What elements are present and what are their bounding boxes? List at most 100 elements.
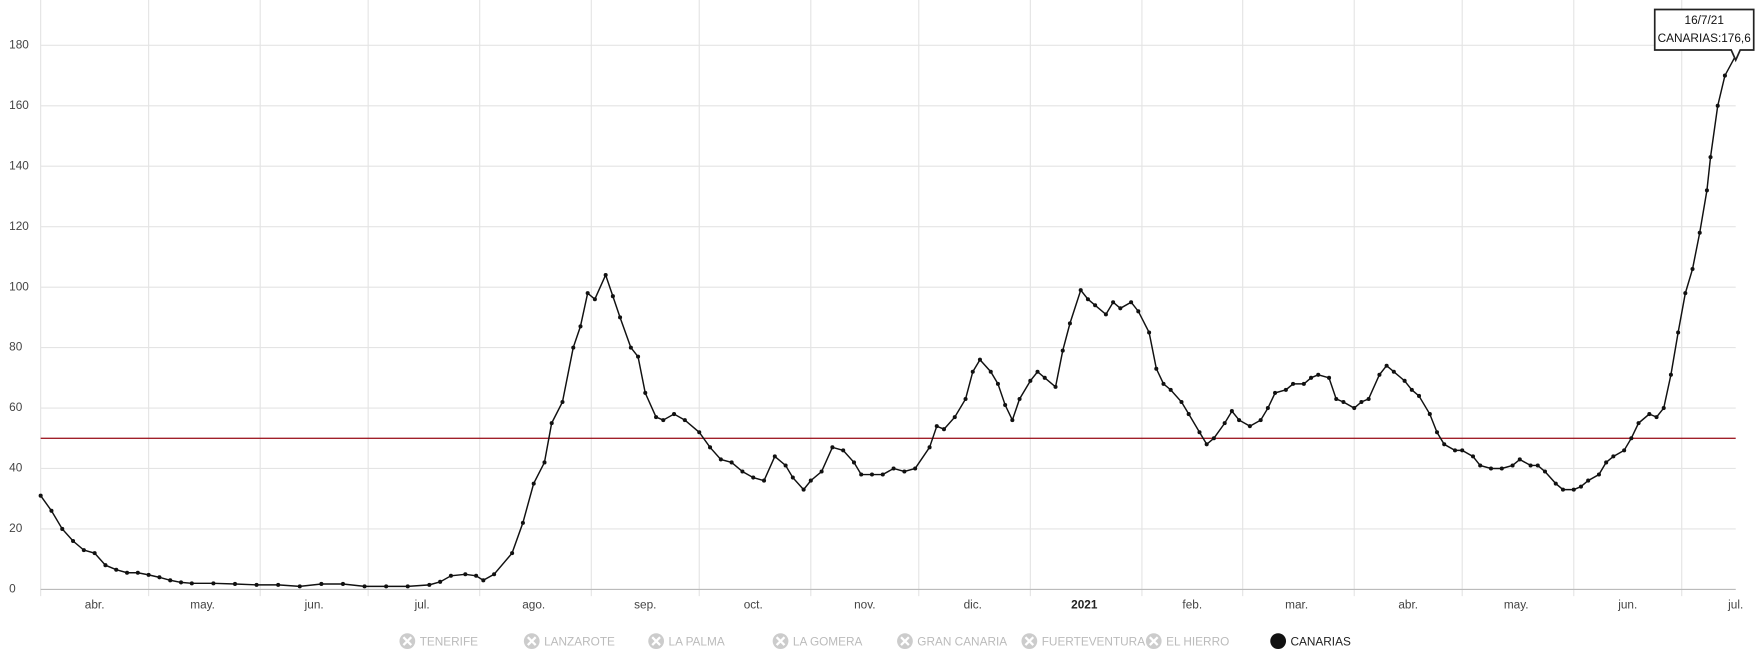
legend-item[interactable]: CANARIAS — [1270, 633, 1351, 650]
x-tick-label: jun. — [304, 597, 324, 611]
point — [60, 526, 65, 531]
legend-label: LA PALMA — [669, 634, 725, 648]
point — [254, 582, 259, 587]
point — [189, 581, 194, 586]
point — [585, 291, 590, 296]
legend-cross — [651, 636, 661, 646]
point — [1578, 484, 1583, 489]
point — [1010, 418, 1015, 423]
point — [549, 421, 554, 426]
point — [762, 478, 767, 483]
point — [1528, 463, 1533, 468]
point — [1067, 321, 1072, 326]
point — [963, 396, 968, 401]
point — [1654, 415, 1659, 420]
point — [481, 578, 486, 583]
x-tick-label: may. — [1504, 597, 1529, 611]
point — [520, 520, 525, 525]
point — [510, 551, 515, 556]
legend-item[interactable]: TENERIFE — [399, 633, 478, 650]
point — [114, 567, 119, 572]
point — [1211, 436, 1216, 441]
point — [492, 572, 497, 577]
point — [618, 315, 623, 320]
point — [1111, 300, 1116, 305]
tooltip-box — [1653, 8, 1755, 63]
point — [819, 469, 824, 474]
point — [1204, 442, 1209, 447]
legend-cross — [1024, 636, 1035, 646]
point — [1391, 369, 1396, 374]
point — [851, 460, 857, 465]
point — [1327, 375, 1332, 380]
legend-label: CANARIAS — [1291, 634, 1351, 648]
legend-item[interactable]: LA GOMERA — [772, 633, 863, 650]
point — [405, 584, 410, 589]
tooltip-date: 16/7/21 — [1685, 13, 1724, 27]
x-tick-label: jul. — [1727, 597, 1743, 611]
legend-label: GRAN CANARIA — [917, 634, 1007, 648]
point — [276, 582, 281, 587]
point — [1442, 442, 1447, 447]
point — [542, 460, 547, 465]
point — [1154, 366, 1159, 371]
point — [1197, 430, 1202, 435]
point — [1359, 399, 1364, 405]
legend-item[interactable]: GRAN CANARIA — [897, 633, 1007, 650]
point — [1352, 406, 1357, 411]
y-tick-label: 120 — [9, 219, 29, 233]
point — [880, 472, 885, 477]
point — [438, 579, 443, 584]
point — [1715, 103, 1720, 108]
point — [135, 570, 140, 575]
point — [319, 581, 324, 586]
y-tick-label: 0 — [9, 582, 16, 596]
legend-item[interactable]: LA PALMA — [648, 633, 725, 650]
point — [603, 273, 608, 278]
legend-item[interactable]: EL HIERRO — [1145, 633, 1229, 650]
legend-cross — [527, 636, 537, 646]
point — [1309, 375, 1314, 380]
legend-cross — [775, 636, 786, 646]
point — [830, 445, 835, 450]
y-tick-label: 180 — [9, 37, 29, 51]
point — [927, 445, 932, 450]
point — [913, 466, 918, 471]
point — [1611, 454, 1616, 459]
point — [211, 581, 216, 586]
point — [1510, 463, 1515, 468]
point — [697, 430, 702, 435]
point — [1629, 436, 1634, 441]
point — [891, 466, 896, 471]
point — [1085, 297, 1090, 302]
legend-item[interactable]: FUERTEVENTURA — [1021, 633, 1145, 650]
legend-item[interactable]: LANZAROTE — [523, 633, 615, 650]
point — [232, 581, 238, 586]
point — [902, 469, 907, 474]
point — [1690, 266, 1695, 272]
point — [1147, 330, 1152, 335]
legend-label: LA GOMERA — [793, 634, 863, 648]
point — [1434, 430, 1440, 435]
x-tick-label: sep. — [634, 597, 656, 611]
point — [682, 418, 687, 423]
y-tick-label: 40 — [9, 461, 23, 475]
y-tick-label: 20 — [9, 521, 23, 535]
point — [643, 390, 648, 395]
point — [1103, 312, 1108, 317]
point — [1035, 369, 1040, 374]
point — [1704, 188, 1709, 193]
point — [1668, 372, 1673, 377]
point — [1676, 330, 1681, 335]
point — [1499, 466, 1504, 471]
point — [772, 454, 777, 459]
point — [1722, 73, 1727, 78]
point — [1060, 348, 1065, 353]
point — [362, 584, 367, 589]
point — [1316, 372, 1321, 377]
point — [1168, 387, 1173, 392]
point — [628, 345, 633, 350]
point — [1301, 381, 1306, 386]
point — [157, 575, 162, 580]
x-tick-label: jun. — [1617, 597, 1637, 611]
